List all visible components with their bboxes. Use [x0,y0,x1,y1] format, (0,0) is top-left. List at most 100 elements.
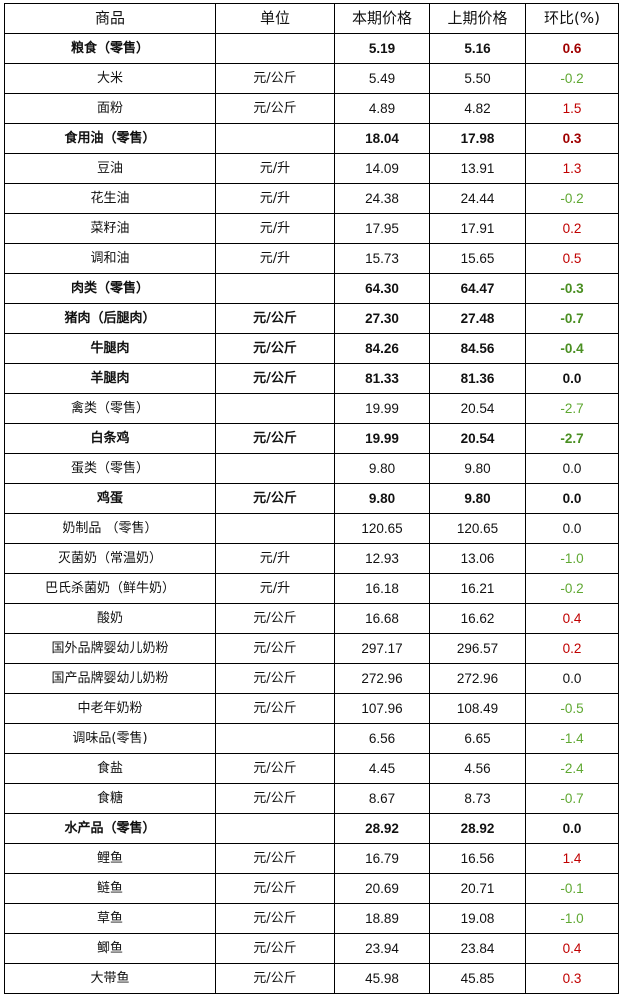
change-percent: 0.0 [525,663,619,694]
previous-price: 5.50 [429,63,526,94]
previous-price: 20.71 [429,873,526,904]
product-name: 粮食（零售） [4,33,216,64]
unit: 元/升 [215,153,335,184]
current-price: 120.65 [334,513,430,544]
change-percent: -0.4 [525,333,619,364]
current-price: 9.80 [334,453,430,484]
change-percent: -0.2 [525,63,619,94]
product-name: 鸡蛋 [4,483,216,514]
current-price: 8.67 [334,783,430,814]
table-row: 水产品（零售） 28.92 28.92 0.0 [4,813,619,844]
previous-price: 16.56 [429,843,526,874]
current-price: 5.19 [334,33,430,64]
current-price: 16.18 [334,573,430,604]
unit [215,513,335,544]
product-name: 鲤鱼 [4,843,216,874]
current-price: 297.17 [334,633,430,664]
previous-price: 108.49 [429,693,526,724]
unit: 元/公斤 [215,753,335,784]
change-percent: 0.0 [525,813,619,844]
unit [215,453,335,484]
product-name: 酸奶 [4,603,216,634]
current-price: 27.30 [334,303,430,334]
product-name: 豆油 [4,153,216,184]
current-price: 5.49 [334,63,430,94]
current-price: 23.94 [334,933,430,964]
unit: 元/公斤 [215,963,335,994]
previous-price: 28.92 [429,813,526,844]
table-row: 鸡蛋 元/公斤 9.80 9.80 0.0 [4,483,619,514]
table-row: 鲤鱼 元/公斤 16.79 16.56 1.4 [4,843,619,874]
change-percent: 0.0 [525,453,619,484]
change-percent: -2.4 [525,753,619,784]
unit: 元/公斤 [215,933,335,964]
previous-price: 20.54 [429,393,526,424]
current-price: 16.68 [334,603,430,634]
change-percent: 0.3 [525,963,619,994]
current-price: 19.99 [334,423,430,454]
header-unit: 单位 [215,3,335,34]
previous-price: 23.84 [429,933,526,964]
product-name: 牛腿肉 [4,333,216,364]
unit: 元/公斤 [215,363,335,394]
table-row: 禽类（零售） 19.99 20.54 -2.7 [4,393,619,424]
previous-price: 15.65 [429,243,526,274]
product-name: 水产品（零售） [4,813,216,844]
current-price: 16.79 [334,843,430,874]
unit [215,393,335,424]
current-price: 4.45 [334,753,430,784]
table-row: 猪肉（后腿肉） 元/公斤 27.30 27.48 -0.7 [4,303,619,334]
current-price: 9.80 [334,483,430,514]
change-percent: -1.4 [525,723,619,754]
change-percent: 0.2 [525,213,619,244]
current-price: 12.93 [334,543,430,574]
change-percent: 0.0 [525,513,619,544]
product-name: 面粉 [4,93,216,124]
unit: 元/公斤 [215,333,335,364]
table-row: 食盐 元/公斤 4.45 4.56 -2.4 [4,753,619,784]
table-row: 草鱼 元/公斤 18.89 19.08 -1.0 [4,903,619,934]
table-row: 食用油（零售） 18.04 17.98 0.3 [4,123,619,154]
previous-price: 17.98 [429,123,526,154]
product-name: 大带鱼 [4,963,216,994]
unit: 元/公斤 [215,873,335,904]
product-name: 调和油 [4,243,216,274]
change-percent: 0.2 [525,633,619,664]
table-body: 粮食（零售） 5.19 5.16 0.6 大米 元/公斤 5.49 5.50 -0.2 面粉 元/公… [4,33,619,994]
product-name: 调味品(零售) [4,723,216,754]
product-name: 鲢鱼 [4,873,216,904]
table-row: 鲫鱼 元/公斤 23.94 23.84 0.4 [4,933,619,964]
unit [215,123,335,154]
product-name: 菜籽油 [4,213,216,244]
change-percent: 1.3 [525,153,619,184]
unit [215,273,335,304]
change-percent: 1.5 [525,93,619,124]
previous-price: 4.56 [429,753,526,784]
current-price: 6.56 [334,723,430,754]
header-change: 环比(%) [525,3,619,34]
unit: 元/公斤 [215,783,335,814]
unit: 元/公斤 [215,93,335,124]
previous-price: 45.85 [429,963,526,994]
previous-price: 27.48 [429,303,526,334]
previous-price: 84.56 [429,333,526,364]
current-price: 81.33 [334,363,430,394]
current-price: 84.26 [334,333,430,364]
unit: 元/公斤 [215,693,335,724]
previous-price: 20.54 [429,423,526,454]
change-percent: -0.3 [525,273,619,304]
product-name: 灭菌奶（常温奶） [4,543,216,574]
previous-price: 8.73 [429,783,526,814]
price-table: 商品 单位 本期价格 上期价格 环比(%) 粮食（零售） 5.19 5.16 0.6 大… [4,3,619,994]
table-row: 大带鱼 元/公斤 45.98 45.85 0.3 [4,963,619,994]
product-name: 草鱼 [4,903,216,934]
product-name: 奶制品 （零售） [4,513,216,544]
table-row: 大米 元/公斤 5.49 5.50 -0.2 [4,63,619,94]
unit: 元/公斤 [215,603,335,634]
table-row: 调和油 元/升 15.73 15.65 0.5 [4,243,619,274]
product-name: 巴氏杀菌奶（鲜牛奶） [4,573,216,604]
product-name: 大米 [4,63,216,94]
change-percent: -0.2 [525,183,619,214]
current-price: 20.69 [334,873,430,904]
change-percent: -2.7 [525,423,619,454]
